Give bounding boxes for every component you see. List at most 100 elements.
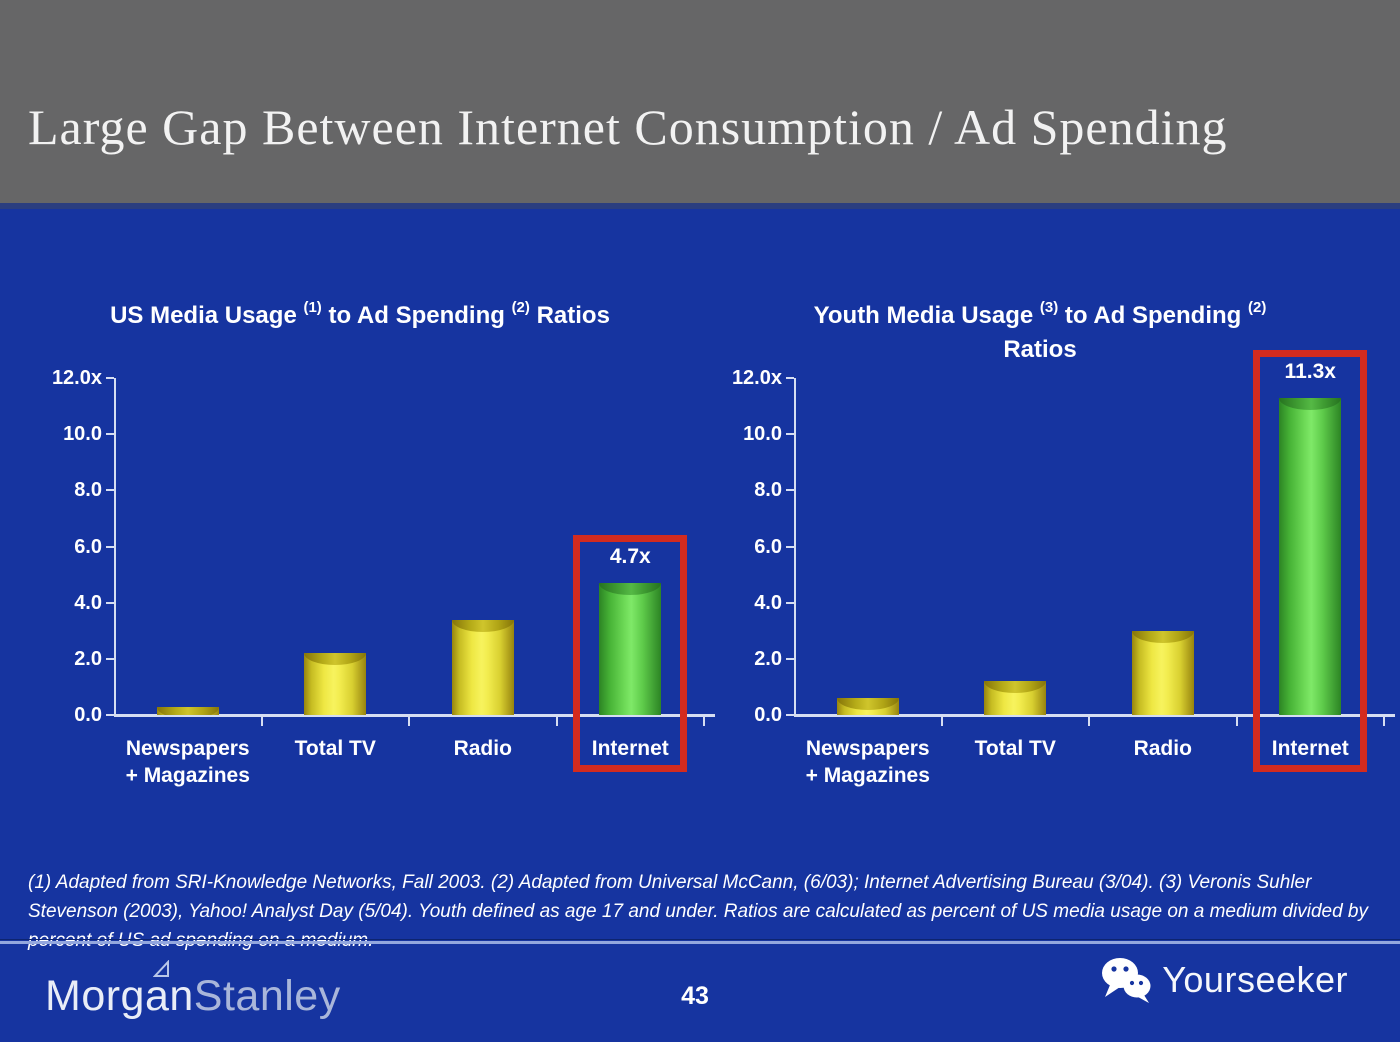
title-superscript: (1) <box>303 299 322 316</box>
category-label-line: Internet <box>591 737 669 760</box>
category-label-line: Radio <box>1133 737 1192 760</box>
category-label: Radio <box>1078 735 1248 762</box>
highlight-value-label: 4.7x <box>609 545 651 568</box>
x-axis-line <box>114 714 715 717</box>
bar <box>451 620 514 715</box>
y-axis-tick <box>106 489 114 492</box>
category-label: Radio <box>398 735 568 762</box>
y-axis-tick-label: 10.0 <box>743 423 782 446</box>
y-axis-tick-label: 8.0 <box>74 479 102 502</box>
chart-title: US Media Usage (1) to Ad Spending (2) Ra… <box>30 293 690 333</box>
x-axis-tick <box>555 717 558 726</box>
x-axis-tick <box>260 717 263 726</box>
y-axis-tick-label: 0.0 <box>754 704 782 726</box>
chart-title-line: US Media Usage (1) to Ad Spending (2) Ra… <box>30 293 690 333</box>
chart-title-line: Ratios <box>710 333 1370 367</box>
category-label-line: Total TV <box>294 737 376 760</box>
y-axis-tick <box>106 433 114 436</box>
bar <box>984 681 1047 715</box>
morgan-stanley-flag-icon <box>153 960 169 977</box>
slide-title: Large Gap Between Internet Consumption /… <box>28 99 1228 155</box>
yourseeker-logo: Yourseeker <box>1100 956 1348 1004</box>
category-label-line: + Magazines <box>805 764 930 787</box>
y-axis-tick <box>786 489 794 492</box>
y-axis-tick <box>106 601 114 604</box>
y-axis-tick <box>786 714 794 716</box>
y-axis-tick <box>106 714 114 716</box>
morgan-stanley-logo: MorganStanley <box>45 960 341 1020</box>
y-axis-tick-label: 0.0 <box>74 704 102 726</box>
wechat-icon <box>1102 958 1151 1003</box>
y-axis-tick-label: 6.0 <box>74 535 102 558</box>
chart-title-line: Youth Media Usage (3) to Ad Spending (2) <box>710 293 1370 333</box>
category-label-line: Newspapers <box>125 737 250 760</box>
y-axis-tick <box>106 657 114 660</box>
y-axis-tick <box>786 545 794 548</box>
title-text: Ratios <box>529 302 610 329</box>
page-number: 43 <box>681 982 709 1010</box>
highlight-value-label: 11.3x <box>1284 360 1336 383</box>
x-axis-tick <box>408 717 410 726</box>
category-label-line: Internet <box>1271 737 1349 760</box>
title-text: to Ad Spending <box>1058 302 1248 329</box>
category-label: Newspapers + Magazines <box>103 735 273 789</box>
morgan-stanley-logo-morgan: Morgan <box>45 972 194 1020</box>
y-axis-tick-label: 12.0x <box>51 367 102 389</box>
category-label: Newspapers + Magazines <box>783 735 953 789</box>
y-axis-tick-label: 2.0 <box>74 647 102 670</box>
category-label-line: + Magazines <box>125 764 250 787</box>
chart-us-media-usage: US Media Usage (1) to Ad Spending (2) Ra… <box>30 285 715 795</box>
chart-title: Youth Media Usage (3) to Ad Spending (2)… <box>710 293 1370 367</box>
title-text: Youth Media Usage <box>813 302 1040 329</box>
title-superscript: (2) <box>1248 299 1267 316</box>
y-axis-tick <box>786 657 794 660</box>
footer-divider <box>0 939 1400 944</box>
bar <box>156 707 219 715</box>
category-label: Total TV <box>930 735 1100 762</box>
bar <box>836 698 899 715</box>
footnote: (1) Adapted from SRI-Knowledge Networks,… <box>28 872 1368 951</box>
slide-header: Large Gap Between Internet Consumption /… <box>0 0 1400 203</box>
y-axis-tick-label: 12.0x <box>731 367 782 389</box>
category-label-line: Total TV <box>974 737 1056 760</box>
x-axis-tick <box>703 717 705 726</box>
x-axis-tick <box>940 717 943 726</box>
y-axis-tick <box>786 433 794 436</box>
x-axis-tick <box>1088 717 1090 726</box>
y-axis-tick-label: 6.0 <box>754 535 782 558</box>
y-axis-tick-label: 4.0 <box>74 591 102 614</box>
title-superscript: (2) <box>511 299 530 316</box>
bar <box>599 583 662 715</box>
yourseeker-logo-text: Yourseeker <box>1162 959 1348 1000</box>
category-label-line: Radio <box>453 737 512 760</box>
bar <box>304 653 367 715</box>
morgan-stanley-logo-stanley: Stanley <box>193 972 341 1020</box>
category-label-line: Newspapers <box>805 737 930 760</box>
x-axis-tick <box>1235 717 1238 726</box>
y-axis-line <box>114 378 116 716</box>
x-axis-tick <box>1383 717 1385 726</box>
y-axis-tick-label: 2.0 <box>754 647 782 670</box>
y-axis-tick <box>106 377 114 379</box>
y-axis-tick <box>786 601 794 604</box>
category-label: Internet <box>545 735 715 762</box>
title-superscript: (3) <box>1039 299 1059 316</box>
x-axis-line <box>794 714 1395 717</box>
category-label: Internet <box>1225 735 1395 762</box>
category-label: Total TV <box>250 735 420 762</box>
highlight-rectangle <box>1253 350 1368 772</box>
y-axis-tick-label: 4.0 <box>754 591 782 614</box>
y-axis-tick-label: 8.0 <box>754 479 782 502</box>
chart-youth-media-usage: Youth Media Usage (3) to Ad Spending (2)… <box>710 285 1395 795</box>
y-axis-line <box>794 378 796 716</box>
header-divider <box>0 203 1400 209</box>
title-text: Ratios <box>1003 336 1077 363</box>
y-axis-tick <box>106 545 114 548</box>
y-axis-tick-label: 10.0 <box>63 423 102 446</box>
title-text: US Media Usage <box>110 302 304 329</box>
y-axis-tick <box>786 377 794 379</box>
highlight-rectangle <box>573 535 688 772</box>
title-text: to Ad Spending <box>321 302 512 329</box>
bar <box>1279 398 1342 715</box>
bar <box>1131 631 1194 715</box>
